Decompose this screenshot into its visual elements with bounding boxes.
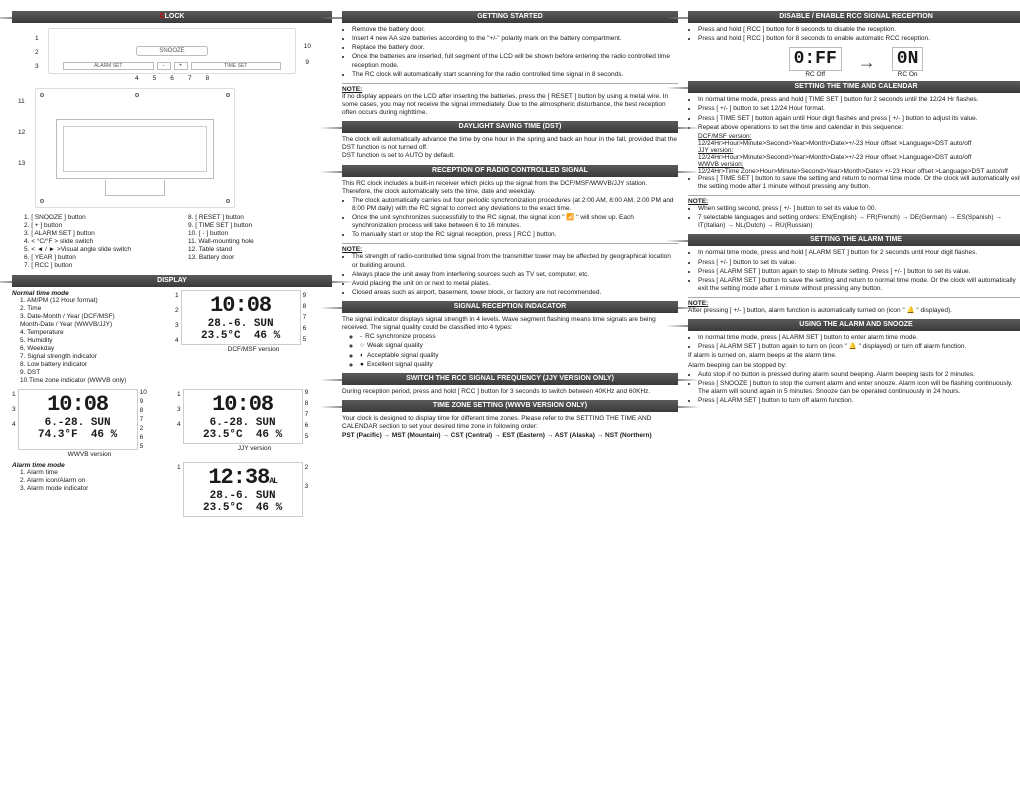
hdr-rcc-reception: RECEPTION OF RADIO CONTROLLED SIGNAL bbox=[342, 165, 678, 177]
dst-text: The clock will automatically advance the… bbox=[342, 136, 678, 160]
tz-p1: Your clock is designed to display time f… bbox=[342, 415, 678, 431]
tz-p2: PST (Pacific) → MST (Mountain) → CST (Ce… bbox=[342, 432, 678, 440]
cap-wwvb: WWVB version bbox=[12, 451, 167, 458]
rcc-note-list: The strength of radio-controlled time si… bbox=[352, 253, 678, 298]
seg-off: 0:FF bbox=[789, 47, 842, 71]
cap-jjy: JJY version bbox=[177, 445, 332, 452]
rcc-note-label: NOTE: bbox=[342, 243, 678, 253]
disable-list: Press and hold [ RCC ] button for 8 seco… bbox=[698, 26, 1020, 44]
hdr-disable: DISABLE / ENABLE RCC SIGNAL RECEPTION bbox=[688, 11, 1020, 23]
alarm-list: In normal time mode, press and hold [ AL… bbox=[698, 249, 1020, 294]
col-1: CLOCK SNOOZE 1 2 3 10 9 ALARM SET - + TI… bbox=[12, 8, 332, 517]
gs-list: Remove the battery door. Insert 4 new AA… bbox=[352, 26, 678, 80]
gs-note-label: NOTE: bbox=[342, 83, 678, 93]
hdr-jjy-switch: SWITCH THE RCC SIGNAL FREQUENCY (JJY VER… bbox=[342, 373, 678, 385]
hdr-clock: CLOCK bbox=[12, 11, 332, 23]
alarm-mode-title: Alarm time mode bbox=[12, 462, 167, 469]
signal-icon: - bbox=[360, 333, 362, 340]
seq-dcf: 12/24Hr>Hour>Minute>Second>Year>Month>Da… bbox=[698, 140, 1020, 147]
hdr-use-alarm: USING THE ALARM AND SNOOZE bbox=[688, 319, 1020, 331]
alarm-mode-list: 1. Alarm time 2. Alarm icon/Alarm on 3. … bbox=[20, 469, 167, 492]
hdr-getting-started: GETTING STARTED bbox=[342, 11, 678, 23]
snooze-button-diagram: SNOOZE bbox=[136, 46, 207, 56]
seq-jjy: 12/24Hr>Hour>Minute>Second>Year>Month>Da… bbox=[698, 154, 1020, 161]
diagram-rear bbox=[35, 88, 235, 208]
hdr-display: DISPLAY bbox=[12, 275, 332, 287]
alarm-note-label: NOTE: bbox=[688, 297, 1020, 307]
parts-list-right: 8. [ RESET ] button 9. [ TIME SET ] butt… bbox=[188, 214, 328, 262]
signal-icon: ○ bbox=[360, 342, 364, 349]
col-2: GETTING STARTED Remove the battery door.… bbox=[342, 8, 678, 517]
gs-note-text: If no display appears on the LCD after i… bbox=[342, 93, 678, 117]
rcc-p1: This RC clock includes a built-in receiv… bbox=[342, 180, 678, 196]
lcd-jjy: 10:08 6.-28. SUN 23.5°C 46 % bbox=[183, 389, 303, 444]
sri-p: The signal indicator displays signal str… bbox=[342, 316, 678, 332]
use-list2: Auto stop if no button is pressed during… bbox=[698, 371, 1020, 407]
alarm-note: After pressing [ +/- ] button, alarm fun… bbox=[688, 307, 1020, 315]
seq-wwvb-title: WWVB version: bbox=[698, 161, 1020, 168]
arrow-icon: → bbox=[858, 52, 876, 73]
seq-jjy-title: JJY version: bbox=[698, 147, 1020, 154]
hdr-tz: TIME ZONE SETTING (WWVB VERSION ONLY) bbox=[342, 400, 678, 412]
parts-list-left: 1. [ SNOOZE ] button 2. [ + ] button 3. … bbox=[24, 214, 164, 270]
normal-mode-list: 1. AM/PM (12 Hour format) 2. Time 3. Dat… bbox=[20, 297, 169, 384]
lcd-alarm: 12:38AL 28.-6. SUN 23.5°C 46 % bbox=[183, 462, 303, 517]
settc-item5: Press [ TIME SET ] button to save the se… bbox=[698, 175, 1020, 191]
normal-mode-title: Normal time mode bbox=[12, 290, 169, 297]
use-p2: Alarm beeping can be stopped by: bbox=[688, 362, 1020, 370]
signal-icon: ● bbox=[360, 361, 364, 368]
hdr-sri: SIGNAL RECEPTION INDACATOR bbox=[342, 301, 678, 313]
settc-note-label: NOTE: bbox=[688, 195, 1020, 205]
use-list: In normal time mode, press [ ALARM SET ]… bbox=[698, 334, 1020, 352]
rcc-list: The clock automatically carries out four… bbox=[352, 197, 678, 241]
sri-list: -RC synchronize process ○Weak signal qua… bbox=[360, 333, 678, 370]
hdr-dst: DAYLIGHT SAVING TIME (DST) bbox=[342, 121, 678, 133]
seq-wwvb: 12/24Hr>Time Zone>Hour>Minute>Second>Yea… bbox=[698, 168, 1020, 175]
hdr-set-time: SETTING THE TIME AND CALENDAR bbox=[688, 81, 1020, 93]
manual-page: CLOCK SNOOZE 1 2 3 10 9 ALARM SET - + TI… bbox=[12, 8, 1008, 517]
settc-note-list: When setting second, press [ +/- ] butto… bbox=[698, 205, 1020, 231]
cap-dcf: DCF/MSF version bbox=[175, 346, 332, 353]
jjy-p: During reception period, press and hold … bbox=[342, 388, 678, 396]
diagram-top-buttons: SNOOZE 1 2 3 10 9 ALARM SET - + TIME SET bbox=[48, 28, 296, 74]
signal-icon: ◐ bbox=[360, 352, 364, 359]
use-p1: If alarm is turned on, alarm beeps at th… bbox=[688, 352, 1020, 360]
lcd-wwvb: 10:08 6.-28. SUN 74.3°F 46 % bbox=[18, 389, 138, 450]
off-on-diagram: 0:FF RC Off → 0N RC On bbox=[688, 47, 1020, 78]
seg-on: 0N bbox=[892, 47, 924, 71]
hdr-alarm: SETTING THE ALARM TIME bbox=[688, 234, 1020, 246]
seq-dcf-title: DCF/MSF version: bbox=[698, 133, 1020, 140]
lcd-dcf: 10:08 28.-6. SUN 23.5°C 46 % bbox=[181, 290, 301, 345]
col-3: DISABLE / ENABLE RCC SIGNAL RECEPTION Pr… bbox=[688, 8, 1020, 517]
settc-list: In normal time mode, press and hold [ TI… bbox=[698, 96, 1020, 133]
